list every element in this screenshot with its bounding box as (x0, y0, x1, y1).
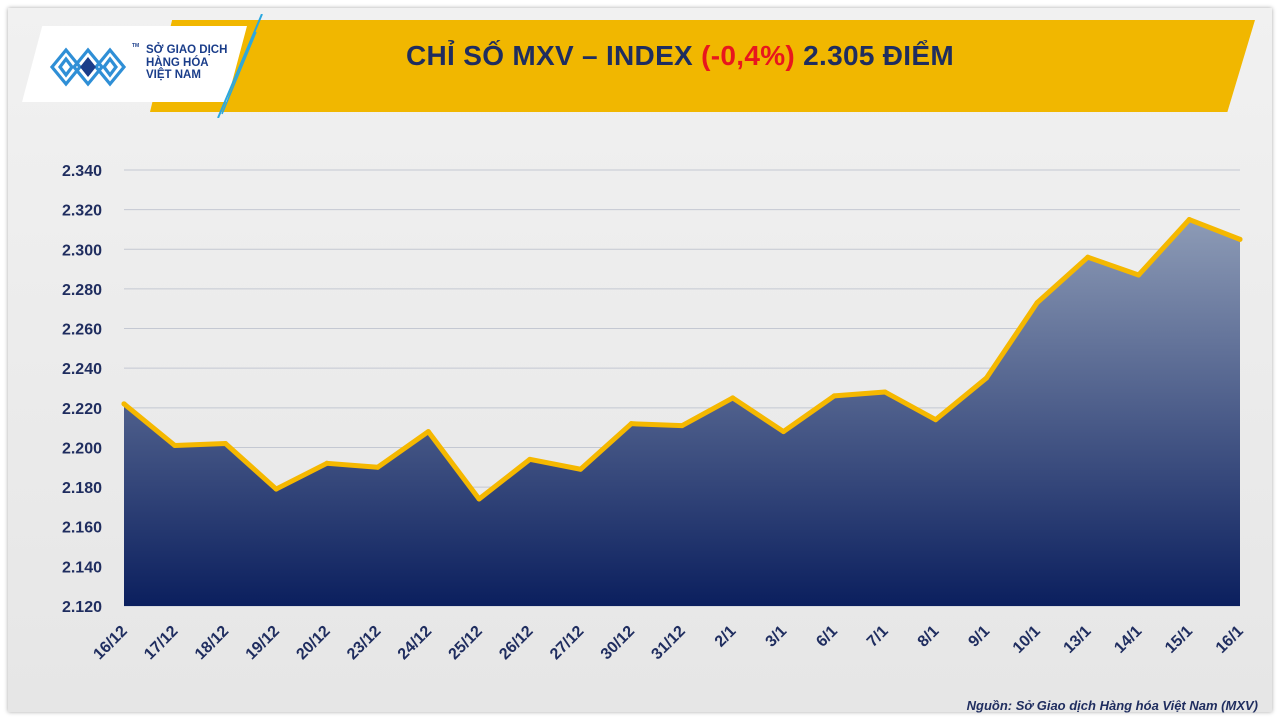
data-point (476, 496, 482, 502)
y-tick-label: 2.320 (62, 203, 102, 220)
data-point (628, 421, 634, 427)
x-tick-label: 15/1 (1162, 623, 1196, 657)
x-tick-label: 3/1 (763, 623, 791, 651)
y-tick-label: 2.180 (62, 480, 102, 497)
x-tick-label: 25/12 (446, 623, 486, 663)
x-tick-label: 14/1 (1111, 623, 1145, 657)
logo-slash-decoration (217, 14, 263, 118)
logo-text: TM SỞ GIAO DỊCH HÀNG HÓA VIỆT NAM (132, 43, 246, 82)
x-tick-label: 24/12 (395, 623, 435, 663)
data-point (578, 466, 584, 472)
logo-trademark: TM (132, 43, 140, 49)
title-banner (150, 20, 1255, 112)
data-point (222, 440, 228, 446)
x-tick-label: 31/12 (648, 623, 688, 663)
x-tick-label: 13/1 (1061, 623, 1095, 657)
data-point (1034, 300, 1040, 306)
y-tick-label: 2.220 (62, 401, 102, 418)
logo-line-2: HÀNG HÓA (146, 56, 209, 69)
data-point (780, 429, 786, 435)
data-point (324, 460, 330, 466)
data-point (1085, 254, 1091, 260)
x-tick-label: 26/12 (496, 623, 536, 663)
x-tick-label: 19/12 (243, 623, 283, 663)
data-point (730, 395, 736, 401)
data-point (1186, 217, 1192, 223)
title-change: (-0,4%) (701, 40, 796, 71)
data-point (933, 417, 939, 423)
y-tick-label: 2.120 (62, 599, 102, 616)
title-suffix: 2.305 ĐIỂM (803, 40, 954, 71)
data-point (983, 375, 989, 381)
y-tick-label: 2.260 (62, 322, 102, 339)
x-axis-ticks: 16/12 17/12 18/12 19/12 20/12 23/12 24/12 25/12… (90, 623, 1246, 663)
data-point (1136, 272, 1142, 278)
source-note: Nguồn: Sở Giao dịch Hàng hóa Việt Nam (M… (966, 698, 1258, 713)
y-tick-label: 2.300 (62, 242, 102, 259)
title-prefix: CHỈ SỐ MXV – INDEX (406, 40, 694, 71)
y-tick-label: 2.160 (62, 520, 102, 537)
x-tick-label: 23/12 (344, 623, 384, 663)
x-tick-label: 17/12 (141, 623, 181, 663)
mxv-logo-icon (49, 47, 127, 87)
x-tick-label: 10/1 (1010, 623, 1044, 657)
data-point (375, 464, 381, 470)
x-tick-label: 20/12 (293, 623, 333, 663)
y-tick-label: 2.140 (62, 559, 102, 576)
data-point (679, 423, 685, 429)
data-point (172, 442, 178, 448)
y-axis-ticks: 2.120 2.140 2.160 2.180 2.200 2.220 2.240 2.260… (62, 163, 102, 616)
x-tick-label: 7/1 (864, 623, 892, 651)
y-tick-label: 2.340 (62, 163, 102, 180)
x-tick-label: 18/12 (192, 623, 232, 663)
data-point (1237, 236, 1243, 242)
x-tick-label: 9/1 (965, 623, 993, 651)
area-series (121, 217, 1243, 606)
x-tick-label: 2/1 (712, 623, 740, 651)
x-tick-label: 6/1 (813, 623, 841, 651)
data-point (425, 429, 431, 435)
y-tick-label: 2.240 (62, 361, 102, 378)
x-tick-label: 16/12 (90, 623, 130, 663)
x-tick-label: 30/12 (598, 623, 638, 663)
data-point (121, 401, 127, 407)
area-fill (124, 219, 1240, 606)
x-tick-label: 8/1 (915, 623, 943, 651)
x-tick-label: 27/12 (547, 623, 587, 663)
x-tick-label: 16/1 (1213, 623, 1247, 657)
data-point (273, 486, 279, 492)
logo-line-1: SỞ GIAO DỊCH (146, 44, 228, 56)
logo-box (22, 26, 247, 102)
data-point (831, 393, 837, 399)
chart-title: CHỈ SỐ MXV – INDEX (-0,4%) 2.305 ĐIỂM (300, 40, 1060, 86)
y-tick-label: 2.280 (62, 282, 102, 299)
y-tick-label: 2.200 (62, 440, 102, 457)
data-point (882, 389, 888, 395)
data-point (527, 456, 533, 462)
logo-line-3: VIỆT NAM (146, 69, 201, 81)
